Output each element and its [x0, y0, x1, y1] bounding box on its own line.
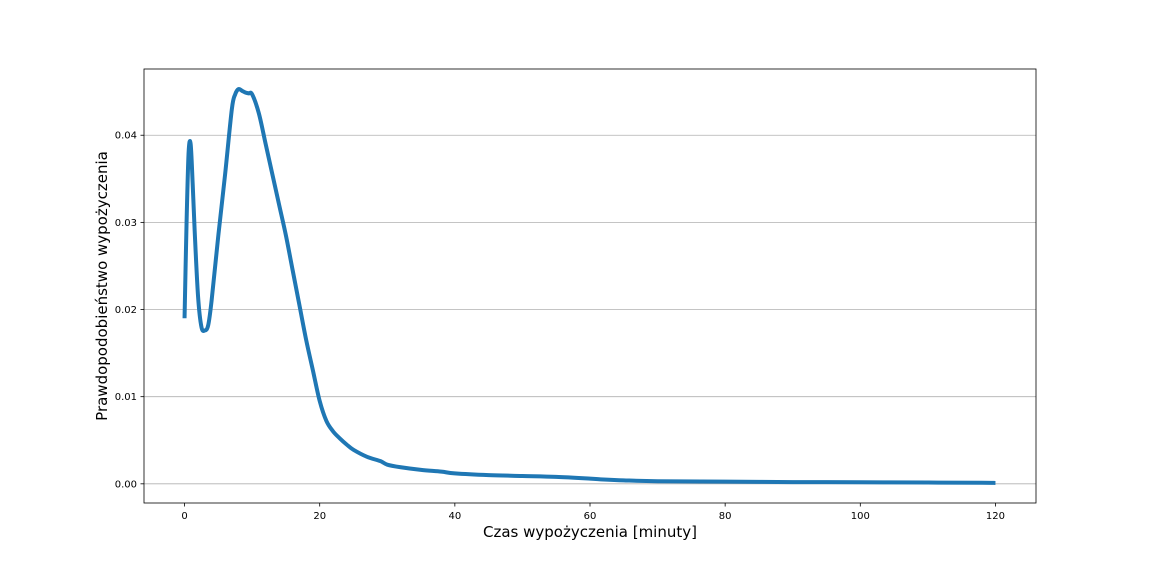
- x-tick-label: 0: [181, 511, 187, 522]
- x-tick-label: 120: [986, 511, 1005, 522]
- x-tick-label: 40: [448, 511, 461, 522]
- x-axis-label: Czas wypożyczenia [minuty]: [483, 523, 697, 541]
- x-tick-label: 20: [313, 511, 326, 522]
- y-tick-label: 0.02: [115, 305, 137, 316]
- y-tick-label: 0.04: [115, 131, 137, 142]
- x-axis: 0 20 40 60 80 100 120: [181, 503, 1005, 522]
- x-tick-label: 60: [584, 511, 597, 522]
- y-axis-label: Prawdopodobieństwo wypożyczenia: [93, 151, 111, 421]
- y-axis: 0.00 0.01 0.02 0.03 0.04: [115, 131, 144, 490]
- y-tick-label: 0.03: [115, 218, 137, 229]
- y-tick-label: 0.00: [115, 479, 137, 490]
- x-tick-label: 100: [851, 511, 870, 522]
- series-group: [182, 86, 996, 485]
- plot-area: [144, 69, 1036, 503]
- y-tick-label: 0.01: [115, 392, 137, 403]
- series-line-0: [182, 86, 996, 485]
- x-tick-label: 80: [719, 511, 732, 522]
